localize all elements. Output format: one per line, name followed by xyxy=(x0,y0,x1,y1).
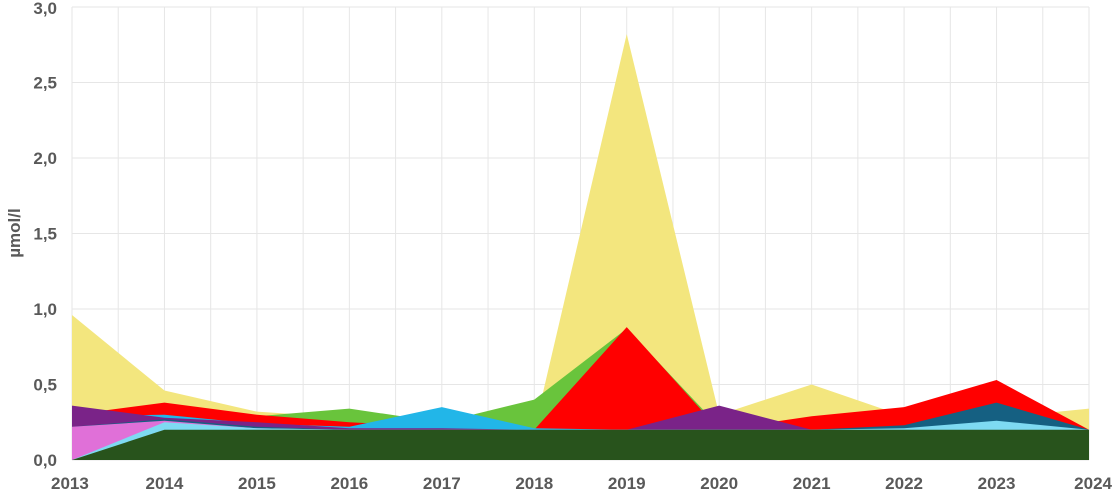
x-tick-label: 2022 xyxy=(885,474,923,493)
x-tick-label: 2023 xyxy=(978,474,1016,493)
x-tick-label: 2024 xyxy=(1074,474,1112,493)
x-tick-label: 2017 xyxy=(423,474,461,493)
y-tick-label: 0,0 xyxy=(33,451,57,470)
y-tick-label: 2,5 xyxy=(33,74,57,93)
y-axis-label: µmol/l xyxy=(5,208,24,257)
x-tick-label: 2020 xyxy=(700,474,738,493)
y-tick-label: 2,0 xyxy=(33,149,57,168)
y-axis-ticks: 0,0 0,5 1,0 1,5 2,0 2,5 3,0 xyxy=(33,0,57,470)
x-tick-label: 2014 xyxy=(146,474,184,493)
x-tick-label: 2021 xyxy=(793,474,831,493)
x-tick-label: 2018 xyxy=(515,474,553,493)
x-tick-label: 2019 xyxy=(608,474,646,493)
y-tick-label: 1,5 xyxy=(33,225,57,244)
x-tick-label: 2016 xyxy=(330,474,368,493)
y-tick-label: 0,5 xyxy=(33,376,57,395)
y-tick-label: 3,0 xyxy=(33,0,57,18)
x-tick-label: 2015 xyxy=(238,474,276,493)
series-areas xyxy=(72,34,1089,461)
y-tick-label: 1,0 xyxy=(33,300,57,319)
x-axis-ticks: 2013 2014 2015 2016 2017 2018 2019 2020 2021 2022… xyxy=(51,474,1113,493)
series-area-1 xyxy=(72,34,1089,461)
series-area-9 xyxy=(72,429,1089,460)
x-tick-label: 2013 xyxy=(51,474,89,493)
